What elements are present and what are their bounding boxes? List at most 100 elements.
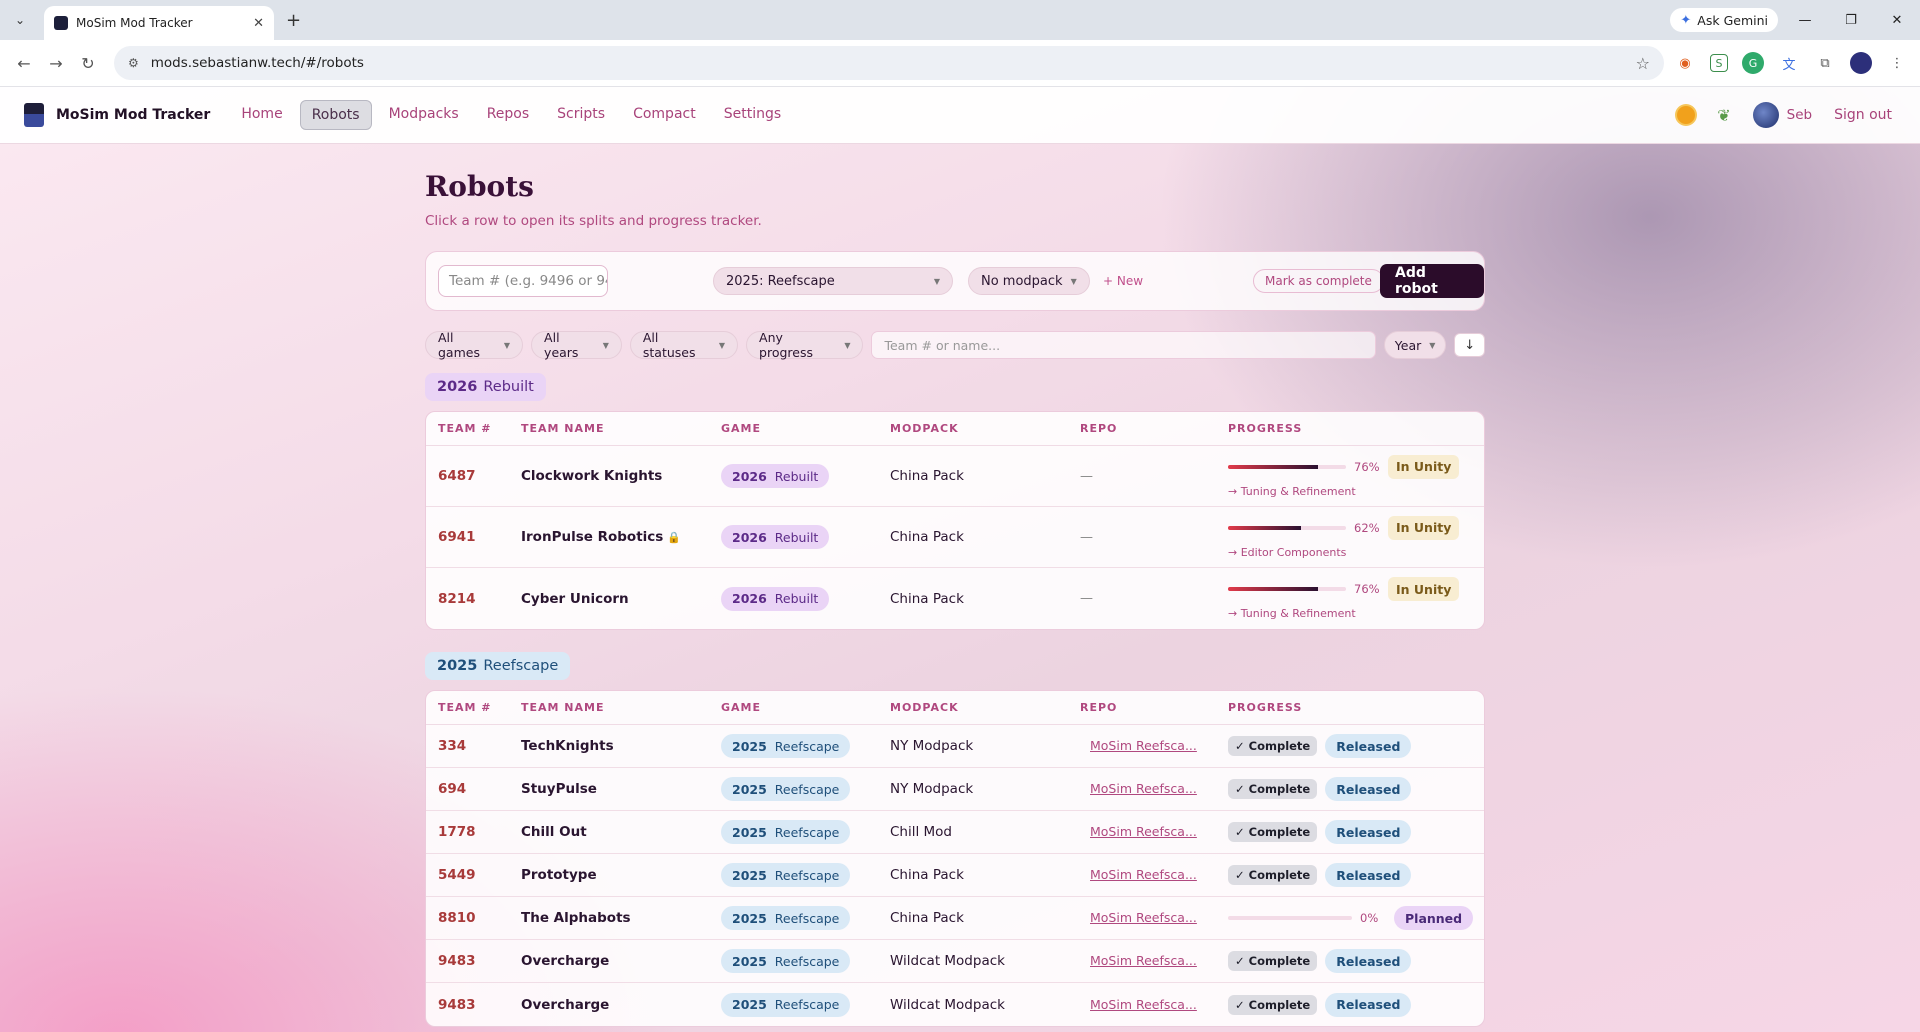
- game-pill: 2026 Rebuilt: [721, 586, 830, 611]
- close-tab-icon[interactable]: ✕: [253, 15, 264, 31]
- leaf-theme-icon[interactable]: ❦: [1717, 105, 1731, 125]
- column-header: MODPACK: [890, 701, 959, 714]
- nav-link-repos[interactable]: Repos: [486, 106, 530, 122]
- progress-tracker: 76% In Unity → Tuning & Refinement: [1228, 454, 1484, 498]
- back-icon[interactable]: ←: [17, 53, 31, 73]
- games-filter[interactable]: All games ▼: [425, 330, 524, 360]
- nav-link-home[interactable]: Home: [241, 106, 283, 122]
- modpack-cell: China Pack: [890, 590, 964, 607]
- table-row[interactable]: 1778 Chill Out 2025 Reefscape Chill Mod MoSim…: [426, 811, 1484, 854]
- repo-link[interactable]: MoSim Reefsca...: [1090, 781, 1197, 796]
- add-robot-button[interactable]: Add robot: [1380, 264, 1484, 298]
- nav-link-robots[interactable]: Robots: [299, 100, 372, 130]
- repo-link[interactable]: MoSim Reefsca...: [1090, 996, 1197, 1012]
- game-pill: 2026 Rebuilt: [721, 464, 830, 488]
- sort-direction-button[interactable]: ↓: [1454, 333, 1485, 357]
- table-row[interactable]: 5449 Prototype 2025 Reefscape China Pack MoSi…: [426, 854, 1484, 897]
- ask-gemini-button[interactable]: ✦ Ask Gemini: [1670, 8, 1778, 32]
- game-pill-year: 2025: [732, 781, 767, 797]
- status-badge: Planned: [1394, 906, 1474, 930]
- game-pill-year: 2026: [732, 468, 767, 484]
- nav-link-modpacks[interactable]: Modpacks: [388, 106, 459, 122]
- restore-icon[interactable]: ❐: [1845, 12, 1857, 28]
- extension-orange-icon[interactable]: ◉: [1679, 55, 1691, 71]
- column-header: REPO: [1080, 701, 1118, 714]
- table-row[interactable]: 9483 Overcharge 2025 Reefscape Wildcat Modpa…: [426, 983, 1484, 1026]
- statuses-filter[interactable]: All statuses ▼: [629, 330, 739, 360]
- game-pill-year: 2025: [732, 910, 767, 926]
- table-row[interactable]: 6941 IronPulse Robotics 🔒 2026 Rebuilt China…: [426, 507, 1484, 568]
- tab-search-chevron-icon[interactable]: ⌄: [14, 13, 26, 27]
- table-row[interactable]: 8214 Cyber Unicorn 2026 Rebuilt China Pack — 7…: [426, 568, 1484, 629]
- team-name: Overcharge: [521, 953, 610, 969]
- team-number: 9483: [438, 996, 476, 1013]
- bookmark-star-icon[interactable]: ☆: [1635, 53, 1650, 73]
- page-subtitle: Click a row to open its splits and progr…: [425, 213, 762, 229]
- progress-top: 62% In Unity: [1228, 515, 1484, 540]
- new-tab-icon[interactable]: +: [286, 9, 302, 31]
- game-cell: 2025 Reefscape: [721, 777, 890, 801]
- minimize-icon[interactable]: —: [1798, 12, 1812, 28]
- table-row[interactable]: 6487 Clockwork Knights 2026 Rebuilt China Pa…: [426, 446, 1484, 507]
- brand[interactable]: MoSim Mod Tracker: [24, 103, 210, 127]
- new-modpack-link[interactable]: + New: [1103, 274, 1144, 288]
- sort-select[interactable]: Year ▼: [1383, 331, 1447, 359]
- nav-right: ❦ Seb Sign out: [1677, 102, 1892, 128]
- mark-complete-button[interactable]: Mark as complete: [1253, 269, 1384, 293]
- reload-icon[interactable]: ↻: [81, 53, 95, 73]
- progress-filter[interactable]: Any progress ▼: [746, 330, 864, 360]
- repo-empty: —: [1080, 591, 1093, 606]
- progress-bar: [1228, 464, 1346, 469]
- team-number: 6941: [438, 529, 476, 545]
- extensions-puzzle-icon[interactable]: ⧉: [1820, 55, 1830, 71]
- game-pill-year: 2025: [732, 738, 767, 754]
- table-row[interactable]: 9483 Overcharge 2025 Reefscape Wildcat Modpa…: [426, 940, 1484, 983]
- game-cell: 2026 Rebuilt: [721, 464, 890, 488]
- group-header: 2025 Reefscape: [425, 652, 571, 680]
- years-filter[interactable]: All years ▼: [531, 330, 622, 360]
- progress-cell: ✓ Complete Released: [1228, 820, 1484, 844]
- site-info-icon[interactable]: ⚙: [128, 56, 139, 70]
- team-name: Cyber Unicorn: [521, 590, 629, 607]
- status-badge: Released: [1325, 777, 1412, 801]
- table-row[interactable]: 334 TechKnights 2025 Reefscape NY Modpack MoS…: [426, 725, 1484, 768]
- repo-link[interactable]: MoSim Reefsca...: [1090, 910, 1197, 925]
- team-number: 694: [438, 781, 467, 797]
- repo-link[interactable]: MoSim Reefsca...: [1090, 738, 1197, 753]
- game-select[interactable]: 2025: Reefscape ▼: [713, 267, 953, 295]
- repo-link[interactable]: MoSim Reefsca...: [1090, 824, 1197, 839]
- table-row[interactable]: 694 StuyPulse 2025 Reefscape NY Modpack MoSim…: [426, 768, 1484, 811]
- filter-bar: All games ▼ All years ▼ All statuses ▼ Any …: [425, 330, 1485, 360]
- gemini-sparkle-icon: ✦: [1680, 12, 1692, 28]
- user-menu[interactable]: Seb: [1752, 102, 1812, 128]
- team-number-input[interactable]: Team # (e.g. 9496 or 94: [438, 265, 608, 297]
- search-input[interactable]: Team # or name...: [871, 331, 1376, 359]
- game-pill-year: 2025: [732, 953, 767, 969]
- nav-link-compact[interactable]: Compact: [633, 106, 696, 122]
- repo-cell: MoSim Reefsca...: [1080, 910, 1228, 926]
- progress-inline: ✓ Complete Released: [1228, 820, 1484, 844]
- nav-link-settings[interactable]: Settings: [723, 106, 782, 122]
- modpack-select[interactable]: No modpack ▼: [968, 267, 1090, 295]
- repo-link[interactable]: MoSim Reefsca...: [1090, 953, 1197, 968]
- team-number: 6487: [438, 468, 476, 484]
- address-bar[interactable]: ⚙ mods.sebastianw.tech/#/robots ☆: [114, 46, 1664, 80]
- theme-sun-icon[interactable]: [1677, 106, 1696, 124]
- forward-icon[interactable]: →: [49, 53, 63, 73]
- nav-link-scripts[interactable]: Scripts: [557, 106, 606, 122]
- table-row[interactable]: 8810 The Alphabots 2025 Reefscape China Pack…: [426, 897, 1484, 940]
- favicon-icon: [54, 16, 68, 30]
- sign-out-link[interactable]: Sign out: [1834, 107, 1892, 123]
- browser-menu-icon[interactable]: ⋮: [1890, 55, 1904, 71]
- avatar: [1752, 102, 1779, 128]
- repo-link[interactable]: MoSim Reefsca...: [1090, 867, 1197, 882]
- browser-tab[interactable]: MoSim Mod Tracker ✕: [44, 6, 274, 40]
- complete-badge: ✓ Complete: [1228, 736, 1318, 756]
- grammarly-icon[interactable]: G: [1742, 52, 1764, 74]
- modpack-cell: NY Modpack: [890, 781, 974, 797]
- profile-avatar-icon[interactable]: [1850, 52, 1872, 74]
- extension-s-icon[interactable]: S: [1710, 54, 1728, 72]
- translate-icon[interactable]: 文: [1782, 57, 1796, 73]
- close-window-icon[interactable]: ✕: [1891, 12, 1903, 28]
- chevron-down-icon: ▼: [1070, 276, 1077, 286]
